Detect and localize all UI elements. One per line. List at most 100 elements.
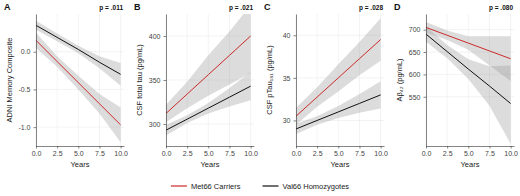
grid-line [99,14,100,146]
tick-label: 30 [283,117,291,124]
tick: 7.5 [225,146,235,157]
tick-label: -0.5 [18,86,30,93]
tick-mark [359,146,360,149]
grid [426,14,514,146]
panel: 0.02.55.07.510.0300350400YearsCSF total … [134,2,258,169]
tick-label: 7.5 [485,150,495,157]
legend-label: Val66 Homozygotes [283,182,350,191]
series-line [166,36,251,113]
tick-label: 7.5 [95,150,105,157]
tick-mark [229,146,230,149]
tick-mark [164,36,167,37]
tick-mark [164,124,167,125]
tick-label: 0.0 [292,150,302,157]
tick: 2.5 [313,146,323,157]
tick: 30 [283,117,296,124]
tick-mark [381,146,382,149]
tick: 0.0 [32,146,42,157]
plot-area [166,14,251,135]
tick: 10.0 [114,146,128,157]
axis-line [296,15,297,147]
legend-item: Val66 Homozygotes [263,182,350,191]
tick: 5.0 [74,146,84,157]
p-value: p = .011 [99,4,123,12]
tick-mark [57,146,58,149]
tick-label: 400 [149,33,161,40]
panel: 0.02.55.07.510.0303540YearsCSF pTau₁₈₁ (… [264,2,388,169]
tick: 0.0 [162,146,172,157]
tick: 10.0 [374,146,388,157]
series-line [296,95,381,129]
panel: 0.02.55.07.510.0550600650700YearsAβ₄₂ (p… [394,2,518,169]
tick-mark [424,74,427,75]
tick-label: 2.5 [183,150,193,157]
tick-label: 5.0 [464,150,474,157]
axis-line [166,15,167,147]
tick-mark [489,146,490,149]
x-axis-title: Years [71,160,90,169]
tick-mark [511,146,512,149]
tick-label: 35 [283,75,291,82]
tick-label: 10.0 [504,150,518,157]
panel-label: B [134,2,141,12]
plot-area [296,18,381,134]
y-axis-title: CSF total tau (pg/mL) [135,44,144,116]
tick-label: 40 [283,32,291,39]
tick: 5.0 [334,146,344,157]
grid-line [359,14,360,146]
figure: 0.0 2.5 5.0 7.5 10.0 -1.0 -0.5 0.0 Years ADNI Mem… [0,0,520,196]
y-axis-title: ADNI Memory Composite [5,37,14,122]
x-axis-title: Years [331,160,350,169]
tick: 5.0 [204,146,214,157]
tick-mark [187,146,188,149]
tick-mark [164,80,167,81]
series-line [426,34,511,103]
axis-line [297,146,385,147]
tick: 0.0 [292,146,302,157]
tick-label: 10.0 [374,150,388,157]
legend-label: Met66 Carriers [191,182,241,191]
tick: 700 [409,26,426,33]
p-value: p = .080 [489,4,513,12]
tick: 7.5 [95,146,105,157]
x-axis: 0.02.55.07.510.0 [292,146,388,157]
grid-line [187,14,188,146]
tick: 550 [409,94,426,101]
tick-label: -1.0 [18,124,30,131]
x-axis: 0.0 2.5 5.0 7.5 10.0 [162,146,258,157]
tick-mark [338,146,339,149]
tick: 35 [283,75,296,82]
tick-label: 0.0 [422,150,432,157]
panel-label: C [264,2,271,12]
y-axis: 300 350 400 [149,15,167,147]
tick: 2.5 [183,146,193,157]
y-axis: 550 600 650 700 [409,15,427,147]
tick-label: 650 [409,49,421,56]
panel: 0.0 2.5 5.0 7.5 10.0 -1.0 -0.5 0.0 Years ADNI Mem… [4,2,128,169]
axis-line [426,15,427,147]
tick-label: 2.5 [53,150,63,157]
tick: 40 [283,32,296,39]
series-line [426,27,511,58]
p-value: p = .021 [229,4,253,12]
tick-label: 0.0 [21,48,31,55]
tick-label: 600 [409,71,421,78]
tick-label: 10.0 [244,150,258,157]
tick: -1.0 [18,124,36,131]
plot-area [426,22,511,144]
tick: 400 [149,33,166,40]
tick-label: 300 [149,121,161,128]
tick-mark [99,146,100,149]
tick: 10.0 [244,146,258,157]
tick: 350 [149,77,166,84]
tick-mark [424,52,427,53]
tick-mark [294,35,297,36]
tick-label: 700 [409,26,421,33]
y-axis: 30 35 40 [283,15,297,147]
axis-line [36,15,37,147]
tick-mark [317,146,318,149]
x-axis: 0.02.55.07.510.0 [422,146,518,157]
tick-mark [424,30,427,31]
x-axis: 0.0 2.5 5.0 7.5 10.0 [32,146,128,157]
p-value: p = .028 [359,4,383,12]
